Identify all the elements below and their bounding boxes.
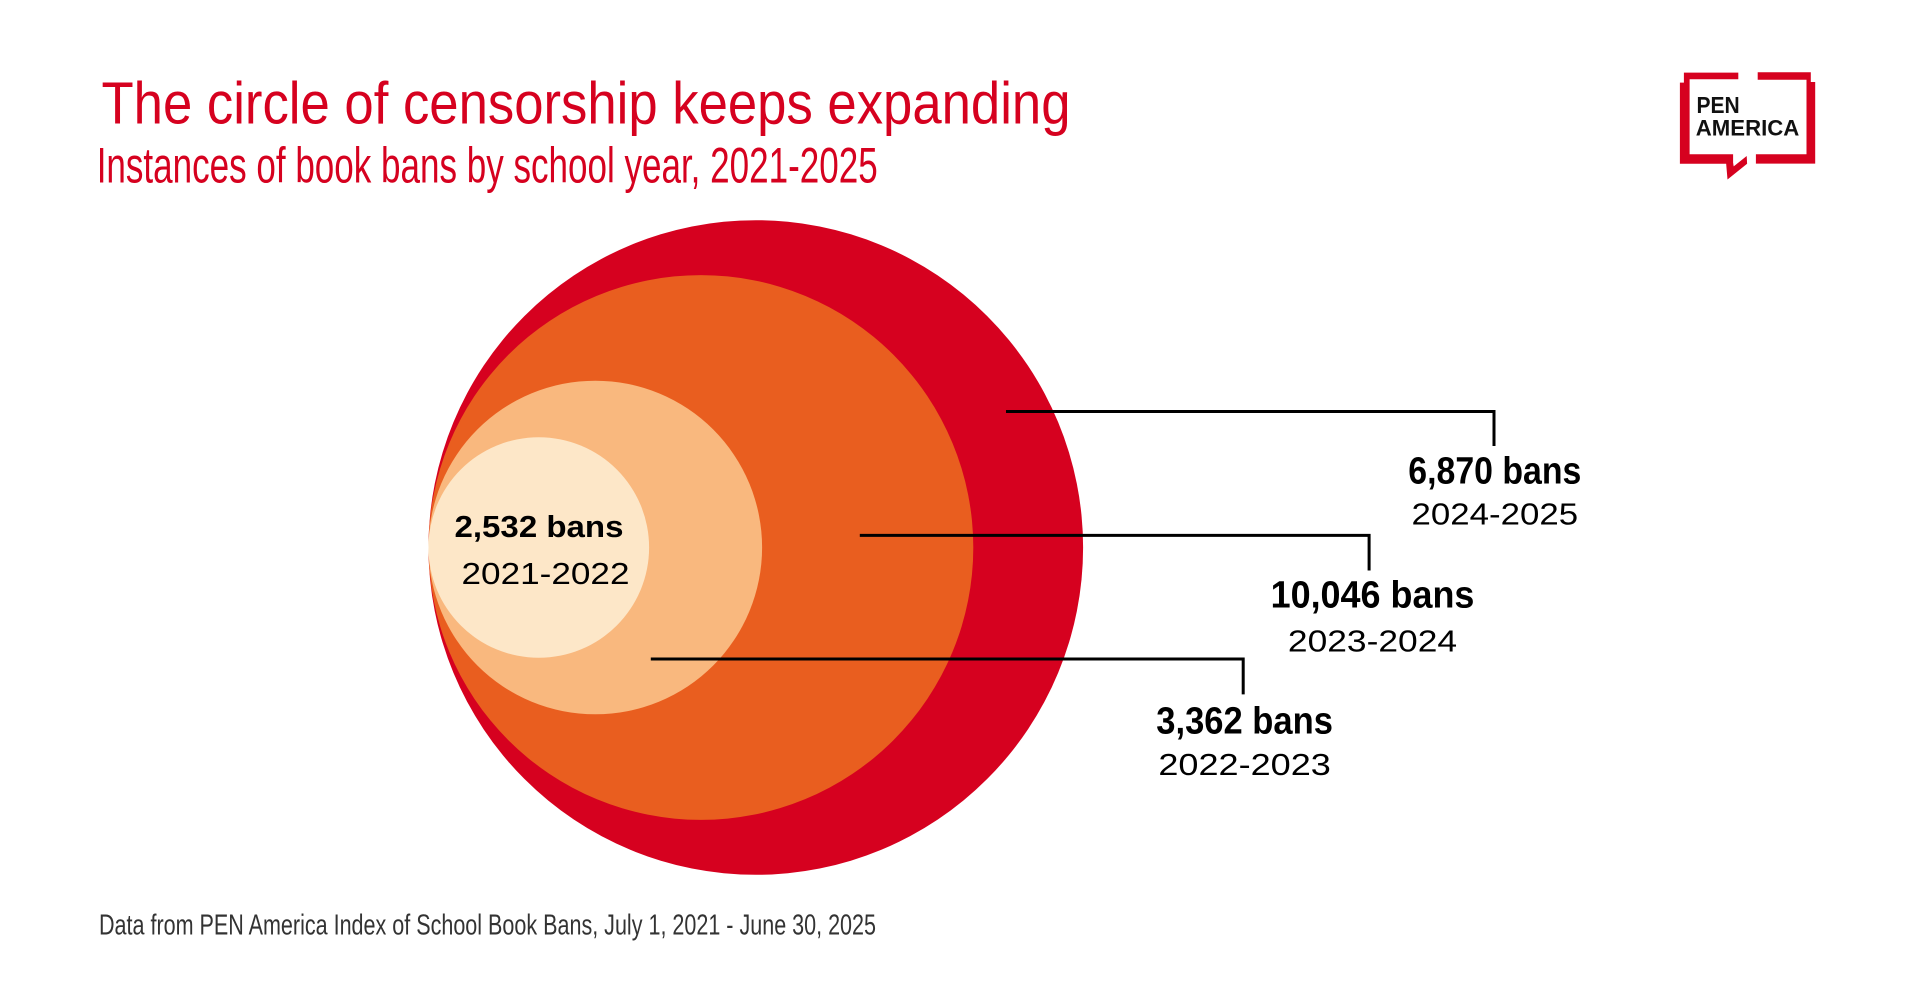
- svg-text:10,046 bans: 10,046 bans: [1271, 575, 1475, 617]
- svg-text:The circle of censorship keeps: The circle of censorship keeps expanding: [102, 70, 1071, 136]
- svg-text:2,532 bans: 2,532 bans: [455, 509, 624, 544]
- svg-text:AMERICA: AMERICA: [1696, 116, 1800, 141]
- svg-text:Instances of book bans by scho: Instances of book bans by school year, 2…: [97, 138, 878, 194]
- svg-text:2023-2024: 2023-2024: [1288, 623, 1457, 658]
- svg-text:2022-2023: 2022-2023: [1158, 747, 1331, 782]
- svg-text:2021-2022: 2021-2022: [462, 556, 630, 591]
- svg-text:2024-2025: 2024-2025: [1412, 497, 1579, 532]
- svg-text:PEN: PEN: [1697, 92, 1740, 118]
- svg-text:Data from PEN America Index of: Data from PEN America Index of School Bo…: [99, 910, 876, 942]
- svg-text:6,870 bans: 6,870 bans: [1408, 451, 1581, 493]
- svg-text:3,362 bans: 3,362 bans: [1156, 700, 1333, 742]
